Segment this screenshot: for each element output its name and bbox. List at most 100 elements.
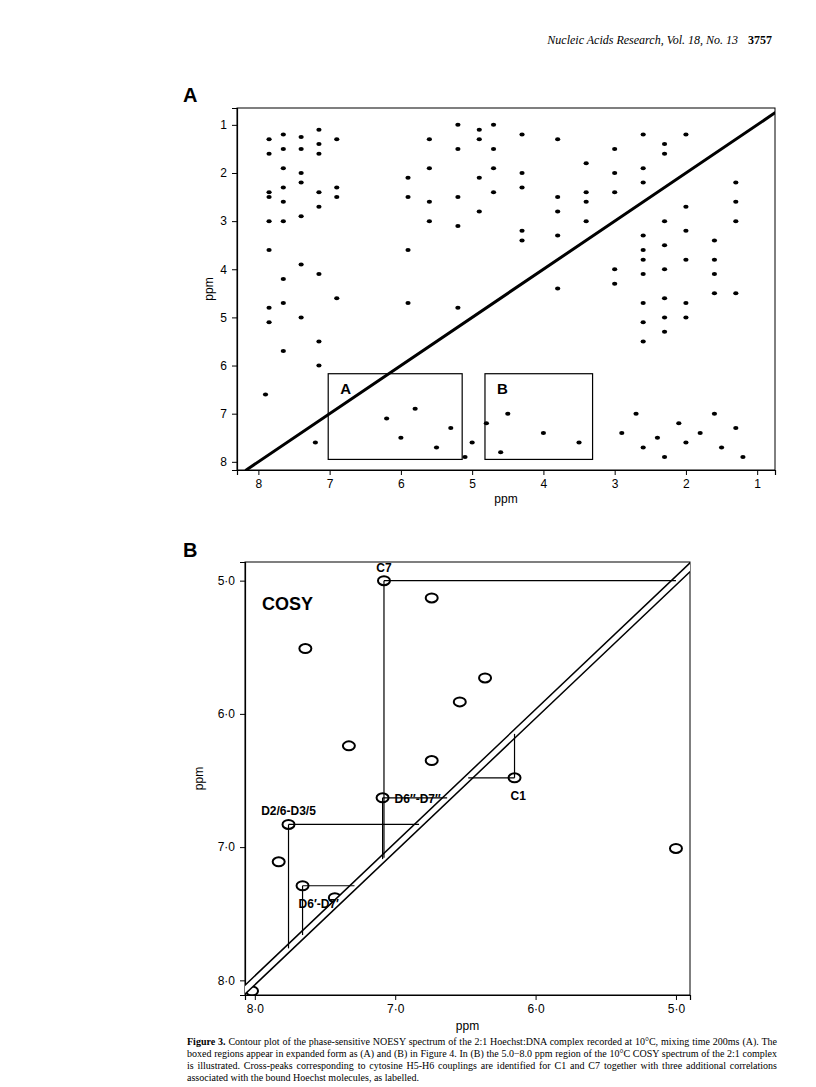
cross-peak bbox=[612, 190, 617, 194]
cross-peak bbox=[316, 364, 321, 368]
cross-peak bbox=[683, 229, 688, 233]
tick-label: 8 bbox=[220, 455, 227, 469]
tick-label: 7 bbox=[327, 477, 334, 491]
cross-peak bbox=[619, 431, 624, 435]
tick-label: 6·0 bbox=[527, 1002, 545, 1016]
cross-peak bbox=[641, 248, 646, 252]
tick-mark bbox=[472, 470, 473, 475]
cross-peak bbox=[683, 258, 688, 262]
plot-frame bbox=[237, 108, 775, 470]
cross-peak bbox=[555, 195, 560, 199]
connector bbox=[384, 580, 676, 581]
tick-label: 1 bbox=[220, 118, 227, 132]
y-axis-title: ppm bbox=[192, 767, 206, 790]
tick-label: 5·0 bbox=[218, 574, 236, 588]
tick-label: 7·0 bbox=[387, 1002, 405, 1016]
cross-peak bbox=[612, 147, 617, 151]
diagonal bbox=[246, 113, 775, 470]
tick: 4 bbox=[220, 263, 237, 277]
cross-peak bbox=[555, 287, 560, 291]
cross-peak bbox=[676, 421, 681, 425]
annotations: AB bbox=[328, 374, 592, 460]
cross-peak bbox=[313, 441, 318, 445]
axis-line bbox=[246, 996, 691, 1001]
cross-peak bbox=[491, 147, 496, 151]
tick: 7 bbox=[327, 470, 334, 491]
cross-peak bbox=[584, 190, 589, 194]
connector bbox=[289, 824, 420, 825]
region-label: A bbox=[340, 380, 351, 397]
chart-title: COSY bbox=[262, 594, 313, 614]
cross-peak bbox=[719, 445, 724, 449]
cross-peak bbox=[299, 315, 304, 319]
tick: 5 bbox=[469, 470, 476, 491]
cross-peak bbox=[733, 291, 738, 295]
cross-peak bbox=[555, 137, 560, 141]
tick-label: 8·0 bbox=[247, 1002, 265, 1016]
tick: 8·0 bbox=[218, 974, 245, 988]
cross-peak bbox=[281, 277, 286, 281]
tick-mark bbox=[232, 414, 237, 415]
tick-mark bbox=[536, 995, 537, 1000]
tick-mark bbox=[676, 995, 677, 1000]
tick: 3 bbox=[612, 470, 619, 491]
peak-label: D6′-D7′ bbox=[299, 897, 340, 911]
cross-peak bbox=[733, 181, 738, 185]
panel-letter: A bbox=[183, 84, 197, 106]
cross-peak bbox=[662, 455, 667, 459]
cross-peak bbox=[448, 426, 453, 430]
cross-peak bbox=[712, 412, 717, 416]
cross-peak bbox=[519, 171, 524, 175]
cross-peak bbox=[266, 152, 271, 156]
tick: 7·0 bbox=[387, 995, 405, 1016]
tick-label: 5 bbox=[220, 311, 227, 325]
peak-label: D6″-D7″ bbox=[395, 792, 441, 806]
cross-peak bbox=[334, 137, 339, 141]
cross-peak bbox=[427, 200, 432, 204]
cross-peak bbox=[299, 171, 304, 175]
cross-peak bbox=[299, 214, 304, 218]
cross-peak bbox=[405, 248, 410, 252]
cross-peak bbox=[683, 315, 688, 319]
cross-peak bbox=[641, 301, 646, 305]
tick-mark bbox=[240, 980, 245, 981]
caption: Figure 3. Contour plot of the phase-sens… bbox=[187, 1036, 777, 1084]
cross-peak bbox=[299, 135, 304, 139]
tick-mark bbox=[395, 995, 396, 1000]
region-label: B bbox=[497, 380, 508, 397]
cross-peak bbox=[426, 593, 438, 602]
cross-peak bbox=[612, 282, 617, 286]
tick-mark bbox=[757, 470, 758, 475]
tick-mark bbox=[240, 847, 245, 848]
cross-peak bbox=[427, 219, 432, 223]
cross-peak bbox=[299, 181, 304, 185]
tick-mark bbox=[543, 470, 544, 475]
cross-peak bbox=[555, 234, 560, 238]
peak-label: D2/6-D3/5 bbox=[261, 804, 316, 818]
cross-peak bbox=[641, 272, 646, 276]
cross-peak bbox=[733, 200, 738, 204]
cross-peak bbox=[266, 190, 271, 194]
axis-line bbox=[232, 109, 238, 471]
cross-peak bbox=[316, 190, 321, 194]
cross-peak bbox=[462, 455, 467, 459]
tick: 7 bbox=[220, 407, 237, 421]
tick-mark bbox=[686, 470, 687, 475]
tick-label: 5 bbox=[469, 477, 476, 491]
caption-label: Figure 3. bbox=[187, 1036, 226, 1047]
cross-peak bbox=[281, 200, 286, 204]
tick: 6·0 bbox=[218, 707, 245, 721]
cross-peak bbox=[281, 166, 286, 170]
cross-peak bbox=[334, 195, 339, 199]
cross-peak bbox=[281, 132, 286, 136]
tick: 3 bbox=[220, 214, 237, 228]
journal: Nucleic Acids Research, Vol. 18, No. 13 bbox=[546, 33, 738, 47]
tick-label: 4 bbox=[220, 263, 227, 277]
cross-peak bbox=[662, 152, 667, 156]
tick-label: 1 bbox=[754, 477, 761, 491]
tick-label: 6 bbox=[220, 359, 227, 373]
cross-peak bbox=[584, 219, 589, 223]
cross-peak bbox=[641, 132, 646, 136]
cross-peak bbox=[655, 436, 660, 440]
chart: 8·07·06·05·05·06·07·08·0C7C1D2/6-D3/5D6″… bbox=[183, 539, 696, 1033]
